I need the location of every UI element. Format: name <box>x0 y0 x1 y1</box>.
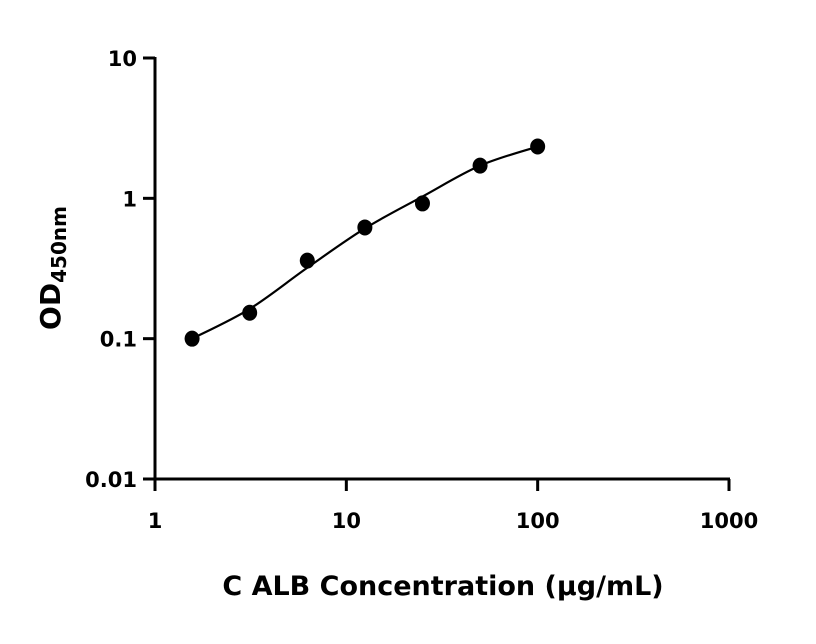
data-point <box>299 252 315 269</box>
x-tick-label: 1 <box>148 509 163 533</box>
data-point <box>414 195 430 212</box>
data-point <box>357 219 373 236</box>
y-axis-label-sub: 450nm <box>47 206 71 283</box>
y-tick-label: 0.01 <box>85 468 137 492</box>
x-tick-label: 100 <box>516 509 560 533</box>
data-point <box>530 138 546 155</box>
y-axis-label: OD450nm <box>34 206 71 330</box>
x-axis-label: C ALB Concentration (μg/mL) <box>222 571 663 602</box>
x-tick-label: 1000 <box>700 509 758 533</box>
y-tick-label: 0.1 <box>100 328 137 352</box>
data-point <box>184 330 200 347</box>
y-axis-label-main: OD <box>34 283 67 330</box>
x-tick-label: 10 <box>332 509 361 533</box>
data-point <box>472 157 488 174</box>
y-tick-label: 1 <box>122 187 137 211</box>
data-point <box>242 304 258 321</box>
y-tick-label: 10 <box>108 47 137 71</box>
